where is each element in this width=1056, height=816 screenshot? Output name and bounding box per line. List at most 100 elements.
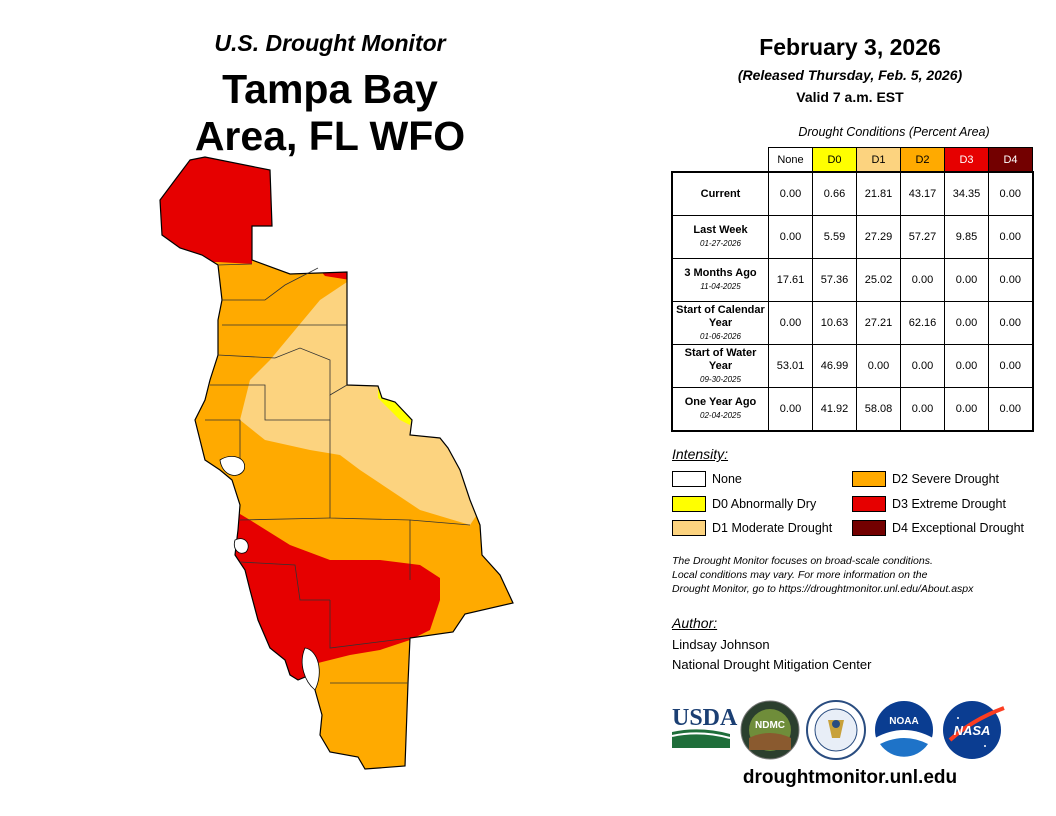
table-row: Current 0.00 0.66 21.81 43.17 34.35 0.00: [671, 171, 1034, 216]
table-cell: 0.00: [988, 258, 1034, 302]
disclaimer-note: The Drought Monitor focuses on broad-sca…: [672, 555, 974, 595]
legend-label: D1 Moderate Drought: [712, 521, 833, 535]
row-label: One Year Ago 02-04-2025: [671, 387, 769, 432]
map-title-line1: Tampa Bay: [222, 66, 438, 112]
table-cell: 0.00: [768, 215, 813, 259]
table-row: Last Week 01-27-2026 0.00 5.59 27.29 57.2…: [671, 215, 1034, 259]
col-header-d4: D4: [988, 147, 1033, 173]
map-outline: [159, 156, 514, 770]
legend-swatch: [672, 520, 706, 536]
d0-zone-patch: [378, 386, 412, 425]
table-cell: 0.00: [988, 301, 1034, 345]
website-url: droughtmonitor.unl.edu: [742, 767, 958, 788]
legend-item-d2: D2 Severe Drought: [852, 471, 999, 487]
table-cell: 0.00: [988, 344, 1034, 388]
table-cell: 0.00: [944, 301, 989, 345]
table-cell: 53.01: [768, 344, 813, 388]
author-name: Lindsay Johnson: [672, 637, 770, 652]
legend-swatch: [852, 496, 886, 512]
table-cell: 27.29: [856, 215, 901, 259]
table-cell: 27.21: [856, 301, 901, 345]
table-row: Start of Calendar Year 01-06-2026 0.00 10…: [671, 301, 1034, 345]
map-title: Tampa Bay Area, FL WFO: [140, 66, 520, 160]
author-title: Author:: [672, 615, 718, 631]
legend-label: D2 Severe Drought: [892, 472, 1000, 486]
table-cell: 0.00: [768, 387, 813, 432]
svg-text:NDMC: NDMC: [755, 720, 785, 731]
author-org: National Drought Mitigation Center: [672, 657, 872, 672]
table-cell: 41.92: [812, 387, 857, 432]
col-header-d1: D1: [856, 147, 901, 173]
table-cell: 0.00: [988, 171, 1034, 216]
table-header-row: None D0 D1 D2 D3 D4: [672, 147, 1033, 173]
table-cell: 21.81: [856, 171, 901, 216]
legend-item-d3: D3 Extreme Drought: [852, 496, 1006, 512]
table-cell: 0.00: [768, 171, 813, 216]
svg-text:NASA: NASA: [954, 723, 991, 738]
legend-swatch: [852, 520, 886, 536]
table-cell: 43.17: [900, 171, 945, 216]
release-date: (Released Thursday, Feb. 5, 2026): [737, 67, 963, 83]
legend-swatch: [672, 471, 706, 487]
table-cell: 0.00: [900, 387, 945, 432]
col-header-none: None: [768, 147, 813, 173]
d1-zone-central: [240, 280, 480, 525]
noaa-logo: NOAA: [875, 701, 933, 764]
table-cell: 25.02: [856, 258, 901, 302]
legend-label: None: [712, 472, 742, 486]
table-cell: 34.35: [944, 171, 989, 216]
legend-title: Intensity:: [672, 446, 729, 462]
water-bodies: [219, 456, 320, 691]
legend-label: D0 Abnormally Dry: [712, 497, 817, 511]
table-cell: 9.85: [944, 215, 989, 259]
usda-logo: USDA: [671, 705, 738, 748]
legend-swatch: [672, 496, 706, 512]
table-caption: Drought Conditions (Percent Area): [798, 125, 990, 139]
ndmc-logo: NDMC: [740, 700, 800, 760]
legend-item-d4: D4 Exceptional Drought: [852, 520, 1024, 536]
table-cell: 0.00: [944, 258, 989, 302]
table-cell: 62.16: [900, 301, 945, 345]
legend-label: D4 Exceptional Drought: [892, 521, 1025, 535]
row-label: 3 Months Ago 11-04-2025: [671, 258, 769, 302]
nasa-logo: NASA: [943, 701, 1005, 759]
table-cell: 0.00: [856, 344, 901, 388]
row-label: Current: [671, 171, 769, 216]
svg-text:NOAA: NOAA: [889, 716, 918, 727]
drought-map: [159, 156, 514, 770]
table-cell: 0.00: [988, 387, 1034, 432]
table-cell: 5.59: [812, 215, 857, 259]
legend-item-d0: D0 Abnormally Dry: [672, 496, 816, 512]
row-label: Last Week 01-27-2026: [671, 215, 769, 259]
table-cell: 57.36: [812, 258, 857, 302]
table-row: 3 Months Ago 11-04-2025 17.61 57.36 25.02…: [671, 258, 1034, 302]
table-cell: 0.00: [900, 258, 945, 302]
table-cell: 57.27: [900, 215, 945, 259]
legend-label: D3 Extreme Drought: [892, 497, 1006, 511]
table-cell: 46.99: [812, 344, 857, 388]
svg-text:USDA: USDA: [672, 705, 738, 731]
row-label: Start of Water Year 09-30-2025: [671, 344, 769, 388]
col-header-d3: D3: [944, 147, 989, 173]
doc-seal-logo: [806, 700, 866, 760]
drought-conditions-table: None D0 D1 D2 D3 D4 Current 0.00 0.66 21…: [671, 147, 1034, 432]
table-cell: 0.00: [944, 387, 989, 432]
map-subtitle: U.S. Drought Monitor: [214, 30, 446, 56]
table-row: Start of Water Year 09-30-2025 53.01 46.9…: [671, 344, 1034, 388]
table-cell: 0.00: [988, 215, 1034, 259]
map-title-line2: Area, FL WFO: [194, 113, 466, 159]
table-cell: 10.63: [812, 301, 857, 345]
legend-item-none: None: [672, 471, 742, 487]
map-date: February 3, 2026: [759, 34, 941, 60]
row-label: Start of Calendar Year 01-06-2026: [671, 301, 769, 345]
col-header-d2: D2: [900, 147, 945, 173]
table-cell: 0.66: [812, 171, 857, 216]
table-cell: 17.61: [768, 258, 813, 302]
agency-logos: USDA NDMC NOAA NASA: [671, 700, 1005, 764]
legend-swatch: [852, 471, 886, 487]
county-lines: [205, 263, 471, 684]
table-cell: 0.00: [768, 301, 813, 345]
table-cell: 0.00: [900, 344, 945, 388]
legend-item-d1: D1 Moderate Drought: [672, 520, 832, 536]
col-header-d0: D0: [812, 147, 857, 173]
